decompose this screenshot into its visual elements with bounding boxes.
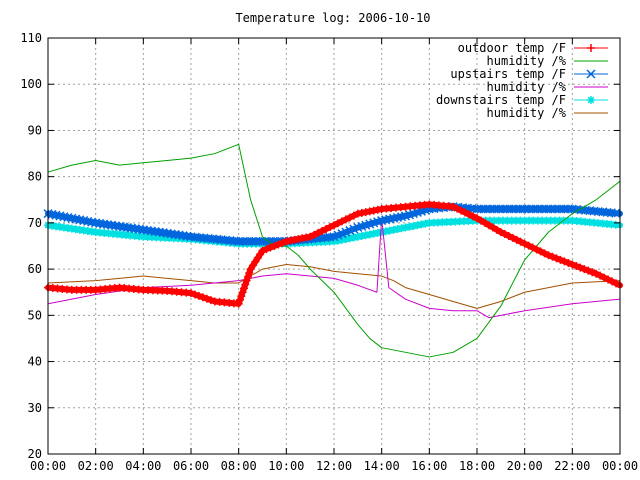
y-tick-label: 60: [28, 262, 42, 276]
y-tick-label: 30: [28, 401, 42, 415]
legend-marker: [587, 44, 595, 52]
legend-label: downstairs temp /F: [436, 93, 566, 107]
x-tick-label: 12:00: [316, 459, 352, 473]
y-tick-label: 100: [20, 77, 42, 91]
series-6: [47, 263, 621, 309]
legend-label: outdoor temp /F: [458, 41, 566, 55]
series-5: [44, 216, 623, 248]
y-tick-label: 110: [20, 31, 42, 45]
y-tick-label: 20: [28, 447, 42, 461]
series-line: [47, 217, 621, 319]
x-tick-label: 22:00: [554, 459, 590, 473]
legend-marker: [586, 69, 596, 79]
x-tick-label: 02:00: [78, 459, 114, 473]
series-markers: [43, 202, 621, 246]
x-tick-label: 20:00: [507, 459, 543, 473]
x-tick-label: 08:00: [221, 459, 257, 473]
series-line: [47, 263, 621, 309]
x-tick-label: 16:00: [411, 459, 447, 473]
y-tick-label: 40: [28, 355, 42, 369]
y-tick-label: 90: [28, 123, 42, 137]
legend-label: upstairs temp /F: [450, 67, 566, 81]
x-tick-label: 00:00: [30, 459, 66, 473]
series-markers: [44, 200, 621, 308]
x-tick-label: 06:00: [173, 459, 209, 473]
y-tick-label: 50: [28, 308, 42, 322]
legend-label: humidity /%: [487, 80, 567, 94]
legend-label: humidity /%: [487, 54, 567, 68]
series-2: [47, 143, 621, 358]
y-tick-label: 70: [28, 216, 42, 230]
series-1: [44, 200, 623, 308]
x-tick-label: 14:00: [364, 459, 400, 473]
legend-marker: [587, 96, 595, 104]
grid: [48, 38, 620, 454]
series-4: [47, 217, 621, 319]
y-tick-label: 80: [28, 170, 42, 184]
series-3: [43, 202, 623, 246]
x-tick-label: 00:00: [602, 459, 638, 473]
chart-title: Temperature log: 2006-10-10: [235, 11, 430, 25]
series-group: [43, 143, 623, 358]
x-tick-label: 10:00: [268, 459, 304, 473]
x-tick-label: 18:00: [459, 459, 495, 473]
x-tick-label: 04:00: [125, 459, 161, 473]
legend-label: humidity /%: [487, 106, 567, 120]
axis-ticks: 20 30 40 50 60 70 80 90 100 110 00:00 02:00 04:00 06:…: [20, 31, 638, 473]
series-line: [47, 143, 621, 358]
